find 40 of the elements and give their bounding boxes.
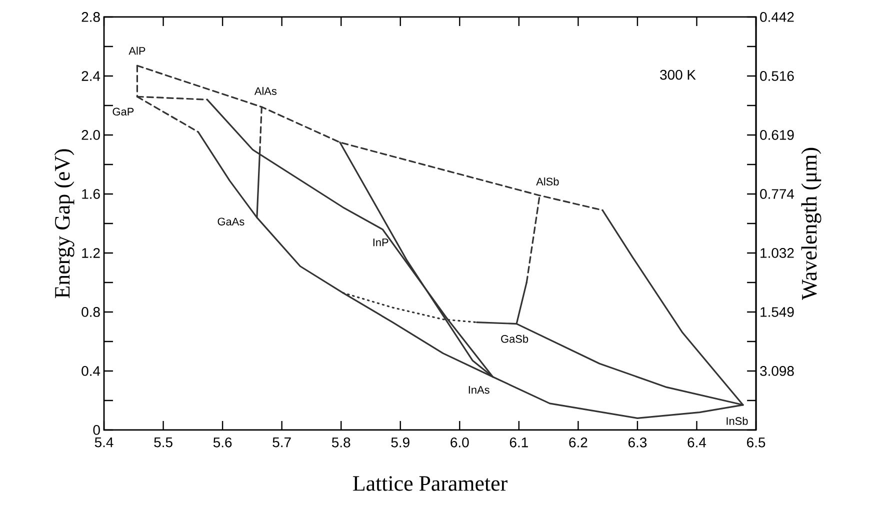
x-tick-label: 5.4 <box>94 437 114 448</box>
annotation: InAs <box>468 386 490 394</box>
x-tick-label: 6.4 <box>688 437 706 448</box>
x-axis-title: Lattice Parameter <box>353 476 508 491</box>
x-tick-label: 5.6 <box>213 437 232 448</box>
x-tick-label: 6.3 <box>628 437 647 448</box>
y-tick-label: 2.8 <box>82 12 100 22</box>
y-tick-label: 0 <box>93 425 100 435</box>
x-tick-label: 5.8 <box>332 437 350 448</box>
x-tick-label: 5.5 <box>154 437 172 448</box>
annotation: AlP <box>128 46 146 55</box>
category-label: 1.549 <box>760 307 794 317</box>
y-tick-label: 0.4 <box>82 366 100 376</box>
annotation: InP <box>373 238 388 246</box>
x-tick-label: 6.5 <box>747 437 766 448</box>
y-tick-label: 1.6 <box>82 189 100 199</box>
annotation: GaAs <box>218 218 244 226</box>
annotation: InSb <box>726 416 748 425</box>
category-label: 0.442 <box>760 12 794 22</box>
category-label: 1.032 <box>760 248 794 258</box>
y-axis-title: Energy Gap (eV) <box>54 149 74 298</box>
x-tick-label: 6.2 <box>569 437 588 448</box>
x-tick-label: 5.9 <box>391 437 410 448</box>
x-tick-label: 5.7 <box>272 437 291 448</box>
y-tick-label: 0.8 <box>82 307 100 317</box>
category-label: 3.098 <box>760 366 794 376</box>
annotation: 300 K <box>660 70 696 80</box>
y-tick-label: 1.2 <box>82 248 100 258</box>
category-label: 0.619 <box>760 130 794 140</box>
category-label: 0.516 <box>760 71 794 81</box>
x-tick-label: 6.1 <box>510 437 528 448</box>
y-tick-label: 2.4 <box>82 71 100 81</box>
annotation: AlAs <box>254 86 277 95</box>
annotation: GaSb <box>501 334 528 343</box>
annotation: GaP <box>112 108 134 116</box>
x-tick-label: 6.0 <box>450 437 469 448</box>
y-tick-label: 2.0 <box>82 130 100 140</box>
annotation: AlSb <box>536 177 559 186</box>
category-label: 0.774 <box>760 189 794 199</box>
y2-axis-title: Wavelength (μm) <box>801 148 822 300</box>
